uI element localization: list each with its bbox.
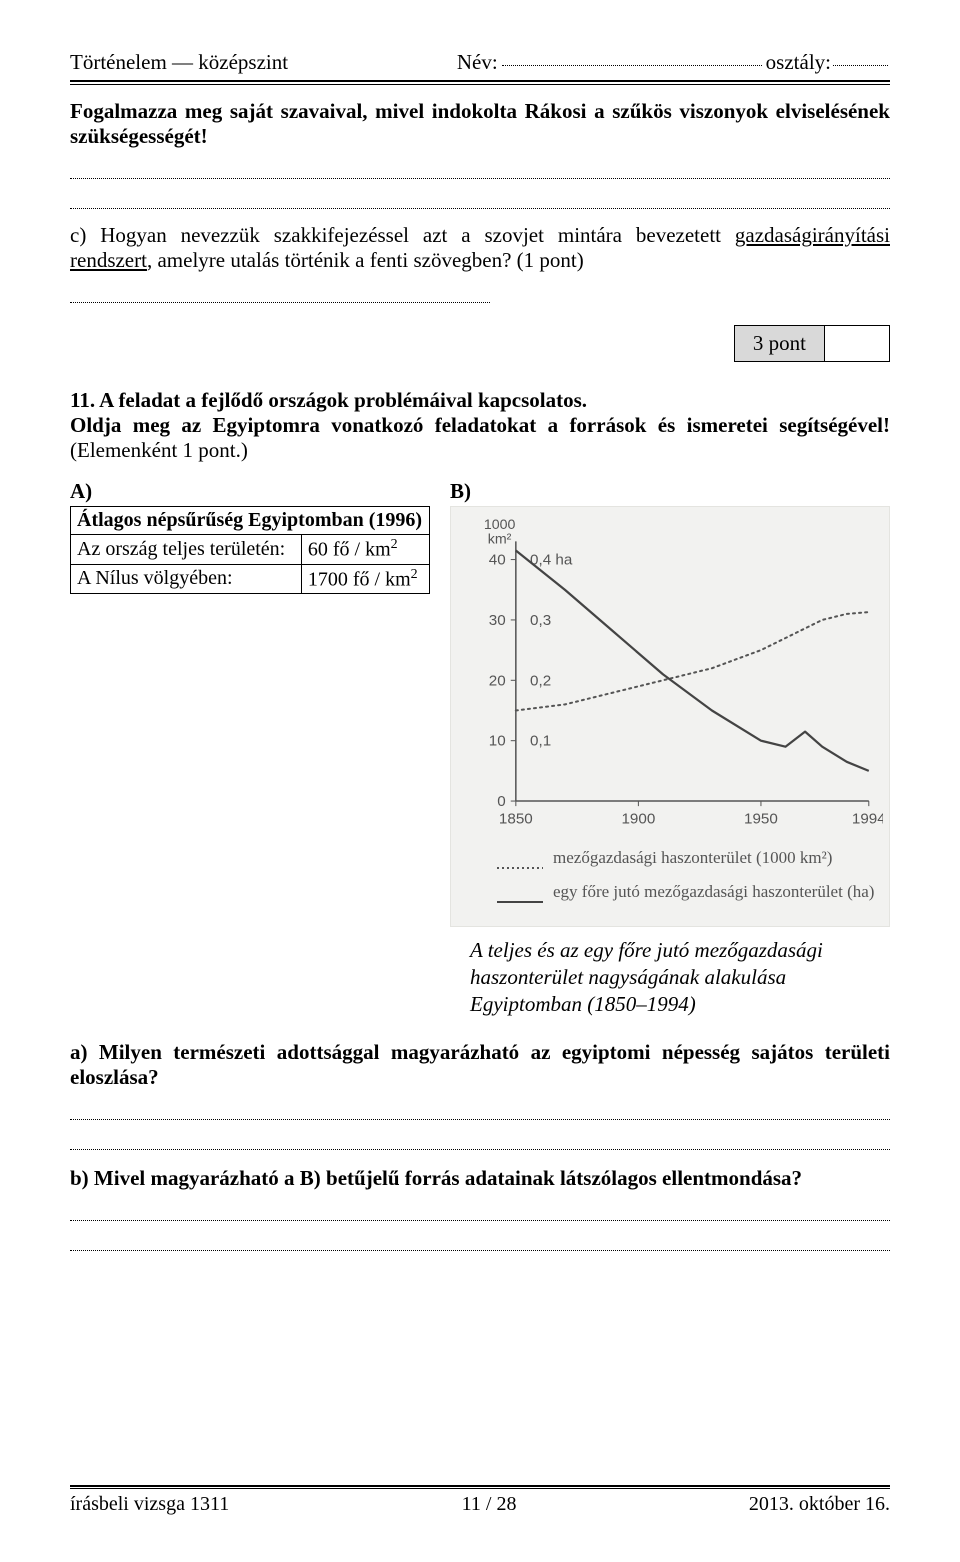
points-box: 3 pont bbox=[734, 325, 890, 362]
q-c-pre: c) Hogyan nevezzük szakkifejezéssel azt … bbox=[70, 223, 735, 247]
table-cell: 1700 fő / km2 bbox=[301, 564, 429, 594]
answer-line bbox=[70, 185, 890, 209]
answer-line bbox=[70, 1227, 890, 1251]
legend-row: egy főre jutó mezőgazdasági haszonterüle… bbox=[497, 882, 877, 910]
svg-text:10: 10 bbox=[489, 733, 506, 750]
question-b: b) Mivel magyarázható a B) betűjelű forr… bbox=[70, 1166, 890, 1191]
legend-text: egy főre jutó mezőgazdasági haszonterüle… bbox=[553, 882, 874, 902]
legend-swatch-dotted bbox=[497, 848, 543, 876]
answer-line bbox=[70, 1197, 890, 1221]
table-cell: 60 fő / km2 bbox=[301, 535, 429, 565]
sup: 2 bbox=[411, 567, 418, 582]
table-cell: Az ország teljes területén: bbox=[71, 535, 302, 565]
footer-rule bbox=[70, 1485, 890, 1487]
class-blank bbox=[833, 65, 888, 66]
footer-rule bbox=[70, 1488, 890, 1489]
svg-text:1900: 1900 bbox=[621, 810, 655, 827]
answer-line bbox=[70, 1096, 890, 1120]
legend-swatch-solid bbox=[497, 882, 543, 910]
task-11-header: 11. A feladat a fejlődő országok problém… bbox=[70, 388, 890, 463]
label-a: A) bbox=[70, 479, 430, 504]
ab-grid: A) Átlagos népsűrűség Egyiptomban (1996)… bbox=[70, 479, 890, 927]
label-b: B) bbox=[450, 479, 890, 504]
svg-text:0,1: 0,1 bbox=[530, 733, 551, 750]
svg-text:km²: km² bbox=[488, 531, 512, 547]
points-label: 3 pont bbox=[734, 325, 825, 362]
name-blank bbox=[502, 65, 762, 66]
q-c-post: , amelyre utalás történik a fenti szöveg… bbox=[147, 248, 584, 272]
val: 1700 fő / km bbox=[308, 568, 411, 590]
name-class-fields: Név: osztály: bbox=[457, 50, 890, 75]
svg-text:40: 40 bbox=[489, 552, 506, 569]
answer-line bbox=[70, 155, 890, 179]
header-rule bbox=[70, 80, 890, 85]
density-table: Átlagos népsűrűség Egyiptomban (1996) Az… bbox=[70, 506, 430, 594]
page-header: Történelem — középszint Név: osztály: bbox=[70, 50, 890, 78]
points-blank bbox=[825, 325, 890, 362]
svg-text:30: 30 bbox=[489, 612, 506, 629]
legend-row: mezőgazdasági haszonterület (1000 km²) bbox=[497, 848, 877, 876]
task11-a: 11. A feladat a fejlődő országok problém… bbox=[70, 388, 587, 412]
question-c: c) Hogyan nevezzük szakkifejezéssel azt … bbox=[70, 223, 890, 273]
svg-text:1994: 1994 bbox=[852, 810, 883, 827]
svg-text:0,2: 0,2 bbox=[530, 672, 551, 689]
column-a: A) Átlagos népsűrűség Egyiptomban (1996)… bbox=[70, 479, 430, 927]
sup: 2 bbox=[391, 537, 398, 552]
subject-label: Történelem — középszint bbox=[70, 50, 288, 75]
points-row: 3 pont bbox=[70, 325, 890, 362]
intro-task: Fogalmazza meg saját szavaival, mivel in… bbox=[70, 99, 890, 149]
class-label: osztály: bbox=[766, 50, 831, 75]
line-chart: 0100,1200,2300,3400,4 ha1000km²185019001… bbox=[457, 513, 883, 838]
column-b: B) 0100,1200,2300,3400,4 ha1000km²185019… bbox=[450, 479, 890, 927]
svg-text:20: 20 bbox=[489, 672, 506, 689]
legend-text: mezőgazdasági haszonterület (1000 km²) bbox=[553, 848, 832, 868]
page-footer: írásbeli vizsga 1311 11 / 28 2013. októb… bbox=[70, 1479, 890, 1516]
svg-text:0,3: 0,3 bbox=[530, 612, 551, 629]
footer-left: írásbeli vizsga 1311 bbox=[70, 1493, 229, 1516]
table-title: Átlagos népsűrűség Egyiptomban (1996) bbox=[71, 507, 430, 535]
footer-text: írásbeli vizsga 1311 11 / 28 2013. októb… bbox=[70, 1493, 890, 1516]
chart-legend: mezőgazdasági haszonterület (1000 km²) e… bbox=[457, 838, 883, 920]
answer-line bbox=[70, 1126, 890, 1150]
task11-b: Oldja meg az Egyiptomra vonatkozó felada… bbox=[70, 413, 890, 437]
val: 60 fő / km bbox=[308, 539, 391, 561]
answer-line-short bbox=[70, 279, 490, 303]
chart-caption: A teljes és az egy főre jutó mezőgazdasá… bbox=[70, 937, 890, 1019]
svg-text:0: 0 bbox=[497, 793, 505, 810]
svg-text:1950: 1950 bbox=[744, 810, 778, 827]
svg-text:1850: 1850 bbox=[499, 810, 533, 827]
question-a: a) Milyen természeti adottsággal magyará… bbox=[70, 1040, 890, 1090]
name-label: Név: bbox=[457, 50, 498, 75]
task11-c: (Elemenként 1 pont.) bbox=[70, 438, 248, 462]
footer-right: 2013. október 16. bbox=[749, 1493, 890, 1516]
table-cell: A Nílus völgyében: bbox=[71, 564, 302, 594]
footer-center: 11 / 28 bbox=[462, 1493, 517, 1516]
chart-container: 0100,1200,2300,3400,4 ha1000km²185019001… bbox=[450, 506, 890, 927]
